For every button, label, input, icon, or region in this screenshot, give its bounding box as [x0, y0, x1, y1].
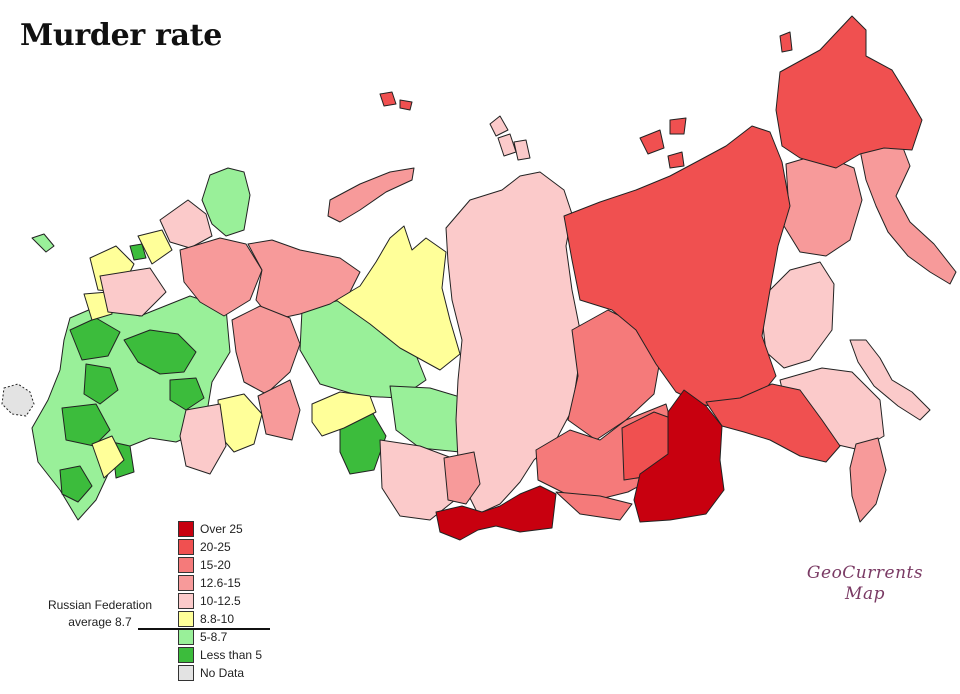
- legend-item-12-6-15: 12.6-15: [178, 574, 262, 592]
- legend-item-8-8-10: 8.8-10: [178, 610, 262, 628]
- average-note-line1: Russian Federation: [47, 598, 153, 612]
- region-tyva: [435, 485, 557, 541]
- legend-swatch: [178, 647, 194, 663]
- legend-swatch: [178, 575, 194, 591]
- region-dark-green-g: [169, 377, 205, 411]
- legend-item-5-8-7: 5-8.7: [178, 628, 262, 646]
- legend-swatch: [178, 665, 194, 681]
- legend-label: 20-25: [200, 540, 231, 554]
- region-dark-green-f: [59, 465, 93, 503]
- average-note-line2: average 8.7: [68, 615, 132, 629]
- region-no-data: [1, 383, 35, 417]
- region-yellow-south: [91, 435, 125, 479]
- region-dark-green-d: [61, 403, 111, 447]
- legend-label: 8.8-10: [200, 612, 235, 626]
- region-komi: [179, 237, 263, 317]
- region-primorye: [849, 437, 887, 523]
- legend-swatch: [178, 557, 194, 573]
- credit-line1: GeoCurrents: [806, 563, 924, 583]
- legend-label: 15-20: [200, 558, 231, 572]
- legend-label: No Data: [200, 666, 245, 680]
- region-yakutia: [563, 125, 791, 411]
- legend-item-over-25: Over 25: [178, 520, 262, 538]
- federation-average-note: Russian Federation average 8.7: [38, 597, 162, 631]
- region-pink-islands: [489, 115, 531, 161]
- region-pink-west-center: [99, 267, 167, 317]
- region-dark-green-h: [129, 243, 147, 261]
- region-tuva-area: [443, 451, 481, 505]
- map-title: Murder rate: [20, 18, 223, 53]
- region-yellow-omsk: [311, 391, 377, 437]
- region-magadan: [783, 153, 863, 257]
- region-volga: [257, 379, 301, 441]
- legend-swatch: [178, 521, 194, 537]
- region-dark-green-b: [123, 329, 197, 375]
- region-small-island: [31, 233, 55, 253]
- legend-label: 5-8.7: [200, 630, 228, 644]
- legend-item-20-25: 20-25: [178, 538, 262, 556]
- region-karelia: [201, 167, 251, 237]
- region-zabaikalsky: [633, 389, 725, 523]
- region-islets: [379, 91, 413, 111]
- region-yellow-yamal: [335, 225, 461, 371]
- legend-label: Over 25: [200, 522, 243, 536]
- credit-line2: Map: [845, 584, 885, 604]
- region-pink-south-west: [179, 403, 227, 475]
- region-pink-chukotka-south: [759, 261, 835, 369]
- legend-item-10-12-5: 10-12.5: [178, 592, 262, 610]
- region-chukotka: [775, 15, 923, 169]
- region-urals: [231, 305, 301, 395]
- legend-label: Less than 5: [200, 648, 263, 662]
- region-yellow-arkhangelsk: [137, 229, 173, 265]
- legend-item-no-data: No Data: [178, 664, 262, 682]
- legend-swatch: [178, 593, 194, 609]
- legend-swatch: [178, 539, 194, 555]
- region-novaya-zemlya: [327, 167, 415, 223]
- region-pink-altai: [379, 439, 461, 521]
- region-khabarovsk: [705, 383, 841, 463]
- region-nenets-arc: [247, 239, 361, 321]
- region-pink-sakhalin: [849, 339, 931, 421]
- average-marker-line: [138, 628, 270, 630]
- legend-swatch: [178, 611, 194, 627]
- region-kamchatka: [859, 133, 957, 285]
- legend-item-less-than-5: Less than 5: [178, 646, 262, 664]
- region-dark-green-c: [83, 363, 119, 405]
- region-chita-west: [555, 491, 633, 521]
- region-pink-northwest: [159, 199, 213, 249]
- legend-label: 10-12.5: [200, 594, 241, 608]
- legend-swatch: [178, 629, 194, 645]
- map-credit: GeoCurrents Map: [792, 563, 938, 605]
- legend-label: 12.6-15: [200, 576, 241, 590]
- region-arctic-islands: [639, 31, 793, 169]
- legend-item-15-20: 15-20: [178, 556, 262, 574]
- legend: Over 25 20-25 15-20 12.6-15 10-12.5 8.8-…: [178, 520, 262, 682]
